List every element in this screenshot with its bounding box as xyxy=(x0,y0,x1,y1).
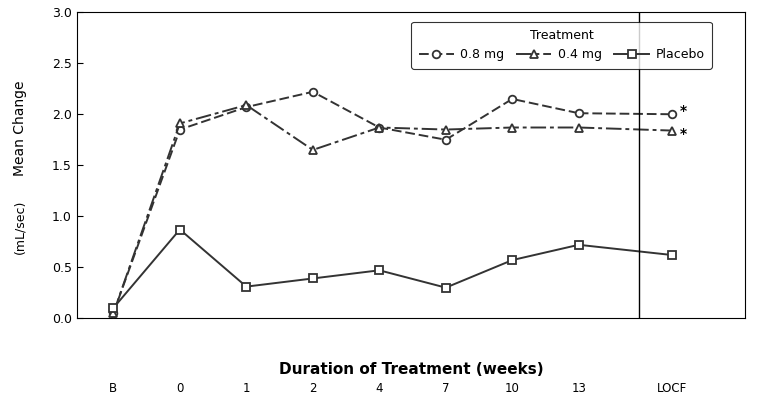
Text: 10: 10 xyxy=(505,383,520,395)
Text: LOCF: LOCF xyxy=(657,383,687,395)
Text: 13: 13 xyxy=(571,383,586,395)
Text: 7: 7 xyxy=(442,383,449,395)
Text: (mL/sec): (mL/sec) xyxy=(14,199,27,254)
Text: 4: 4 xyxy=(376,383,383,395)
Text: 1: 1 xyxy=(243,383,250,395)
Text: *: * xyxy=(680,104,687,118)
Legend: 0.8 mg, 0.4 mg, Placebo: 0.8 mg, 0.4 mg, Placebo xyxy=(411,22,712,69)
Text: Mean Change: Mean Change xyxy=(13,81,27,176)
Text: B: B xyxy=(109,383,118,395)
Text: 2: 2 xyxy=(309,383,316,395)
X-axis label: Duration of Treatment (weeks): Duration of Treatment (weeks) xyxy=(279,362,543,377)
Text: *: * xyxy=(680,126,687,141)
Text: 0: 0 xyxy=(176,383,184,395)
